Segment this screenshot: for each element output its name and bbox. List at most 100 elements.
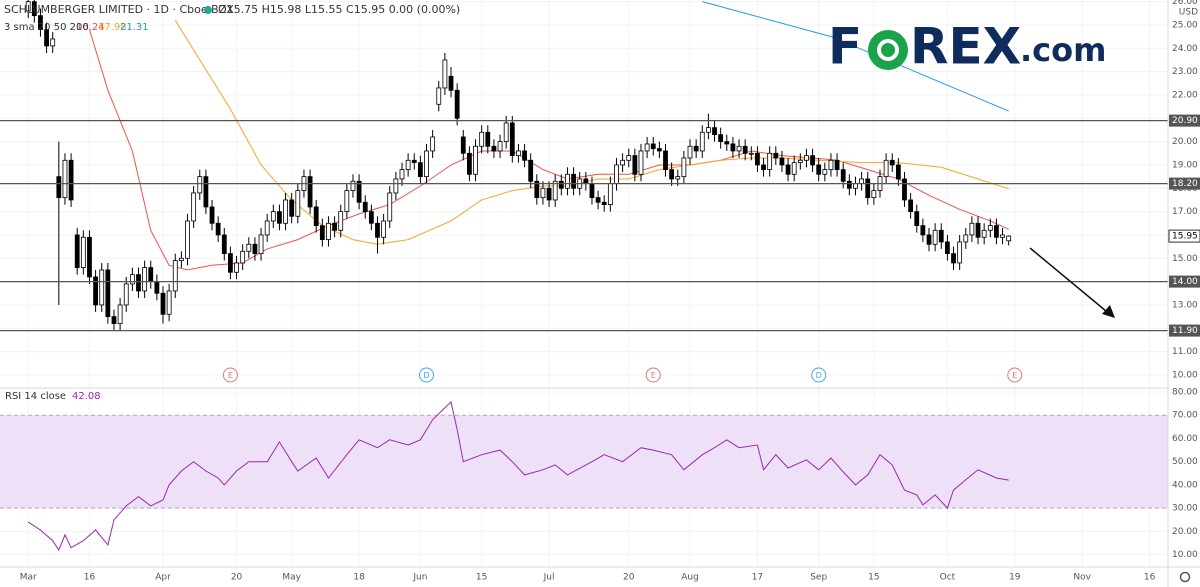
candle-body bbox=[994, 225, 999, 238]
y-tick-label: 80.00 bbox=[1172, 387, 1198, 397]
candle-body bbox=[620, 159, 626, 166]
candle-body bbox=[417, 162, 423, 178]
x-tick-label: 16 bbox=[1144, 573, 1156, 583]
candle-body bbox=[375, 222, 380, 238]
candle-body bbox=[191, 192, 197, 222]
x-tick-label: May bbox=[282, 573, 301, 583]
candle-body bbox=[448, 75, 454, 91]
settings-gear[interactable] bbox=[1179, 571, 1191, 583]
candle-body bbox=[203, 176, 209, 208]
candle-body bbox=[938, 229, 944, 243]
candle-body bbox=[828, 159, 834, 171]
y-tick-label: 24.00 bbox=[1172, 44, 1198, 54]
candle-body bbox=[902, 178, 907, 201]
event-label: E bbox=[1012, 371, 1017, 380]
candle-body bbox=[68, 159, 74, 201]
level-label: 20.90 bbox=[1172, 116, 1198, 126]
candle-body bbox=[123, 283, 129, 306]
x-tick-label: Nov bbox=[1073, 573, 1091, 583]
candle-body bbox=[571, 173, 576, 189]
candle-body bbox=[589, 183, 595, 199]
candle-body bbox=[840, 169, 846, 182]
candle-body bbox=[816, 164, 822, 175]
candle-body bbox=[430, 136, 436, 152]
candle-body bbox=[252, 243, 258, 255]
candle-body bbox=[712, 127, 717, 136]
candle-body bbox=[209, 206, 215, 224]
candle-body bbox=[166, 290, 172, 315]
candle-body bbox=[705, 127, 711, 133]
event-marker bbox=[419, 367, 435, 383]
candle-body bbox=[246, 243, 252, 252]
x-tick-label: 17 bbox=[752, 573, 763, 583]
candle-body bbox=[724, 141, 730, 145]
candle-body bbox=[951, 253, 956, 264]
x-tick-label: 20 bbox=[623, 573, 635, 583]
candle-body bbox=[393, 178, 399, 194]
candle-body bbox=[601, 201, 607, 206]
candle-body bbox=[853, 183, 858, 189]
settings-icon[interactable] bbox=[1179, 571, 1191, 583]
chart-title: SCHLUMBERGER LIMITED · 1D · Cboe BZX bbox=[4, 3, 234, 16]
candle-body bbox=[264, 220, 270, 236]
event-marker bbox=[811, 367, 827, 383]
candle-body bbox=[626, 155, 632, 161]
x-tick-label: 20 bbox=[231, 573, 243, 583]
candle-body bbox=[969, 222, 975, 236]
last-price-box bbox=[1168, 229, 1200, 243]
candle-body bbox=[583, 178, 589, 185]
candle-body bbox=[368, 211, 374, 224]
indicator-label: 3 sma 20 50 200 bbox=[4, 22, 89, 33]
y-tick-label: 23.00 bbox=[1172, 67, 1198, 77]
candle-body bbox=[889, 159, 895, 166]
candle-body bbox=[810, 155, 815, 166]
candle-body bbox=[791, 162, 797, 175]
candle-body bbox=[681, 157, 687, 178]
candle-body bbox=[485, 131, 491, 147]
candle-body bbox=[25, 1, 31, 12]
event-marker bbox=[1007, 367, 1023, 383]
candle-body bbox=[148, 267, 154, 283]
x-tick-label: 15 bbox=[868, 573, 879, 583]
candle-body bbox=[516, 150, 521, 157]
candle-body bbox=[350, 180, 356, 192]
candle-body bbox=[663, 150, 668, 171]
candle-body bbox=[675, 176, 681, 180]
event-label: D bbox=[816, 371, 822, 380]
level-label-box bbox=[1169, 275, 1200, 288]
rsi-title: RSI 14 close bbox=[5, 391, 66, 402]
candle-body bbox=[748, 152, 754, 155]
candle-body bbox=[914, 211, 920, 227]
candle-body bbox=[319, 225, 325, 241]
candle-body bbox=[31, 1, 37, 17]
event-marker bbox=[222, 367, 238, 383]
candle-body bbox=[136, 274, 141, 292]
candle-body bbox=[277, 211, 282, 224]
sma-line bbox=[702, 1, 1009, 112]
y-tick-label: 50.00 bbox=[1172, 457, 1198, 467]
candle-body bbox=[44, 29, 49, 47]
candle-body bbox=[546, 187, 552, 201]
event-marker bbox=[645, 367, 661, 383]
candle-body bbox=[356, 180, 362, 203]
candle-body bbox=[926, 234, 932, 245]
candle-body bbox=[871, 190, 877, 199]
x-tick-label: Mar bbox=[20, 573, 37, 583]
legend-value: 42.08 bbox=[72, 391, 101, 402]
candle-body bbox=[822, 169, 828, 175]
x-tick-label: 18 bbox=[353, 573, 365, 583]
candle-body bbox=[503, 122, 509, 143]
candle-body bbox=[62, 159, 68, 199]
logo-icon bbox=[868, 30, 908, 70]
candle-body bbox=[522, 150, 527, 161]
candle-body bbox=[283, 199, 288, 224]
x-tick-label: Oct bbox=[940, 573, 956, 583]
candle-body bbox=[117, 304, 123, 325]
status-dot bbox=[204, 6, 212, 14]
level-label: 11.90 bbox=[1172, 326, 1198, 336]
candle-body bbox=[473, 145, 478, 175]
candle-body bbox=[742, 145, 748, 154]
candle-body bbox=[736, 145, 742, 152]
x-tick-label: 19 bbox=[1009, 573, 1021, 583]
candle-body bbox=[491, 145, 497, 152]
